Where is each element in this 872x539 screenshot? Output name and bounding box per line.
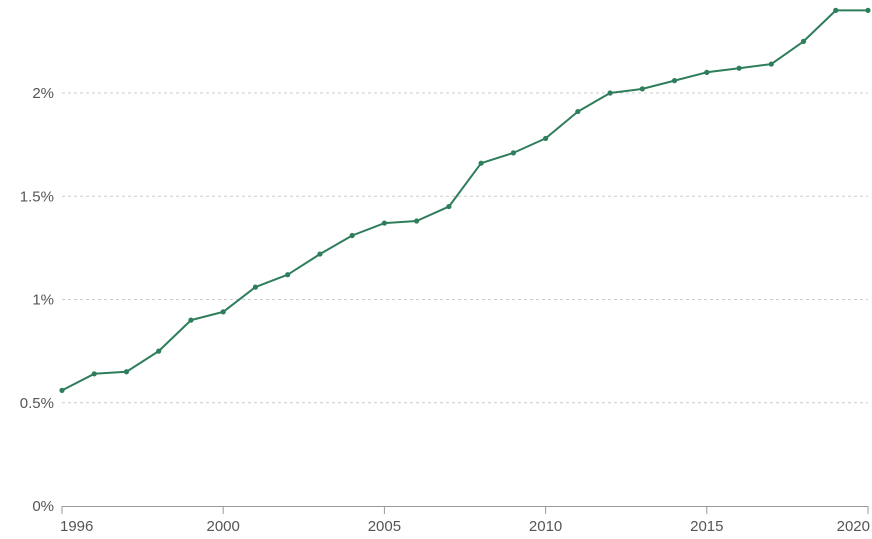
- x-tick-label: 2010: [529, 518, 562, 535]
- data-point: [671, 78, 678, 84]
- data-point: [478, 160, 484, 166]
- y-tick-label: 0.5%: [20, 395, 54, 412]
- data-point: [188, 317, 194, 323]
- y-tick-label: 1.5%: [20, 188, 54, 205]
- data-point: [736, 65, 742, 71]
- x-tick-label: 1996: [60, 518, 93, 535]
- x-tick-label: 2005: [368, 518, 401, 535]
- data-point: [91, 371, 97, 377]
- data-point: [575, 108, 581, 115]
- data-point: [414, 218, 420, 224]
- data-point: [543, 135, 549, 142]
- data-point: [865, 7, 871, 13]
- y-tick-label: 2%: [32, 85, 54, 102]
- data-point: [446, 203, 452, 210]
- data-point: [123, 369, 130, 375]
- grid-lines: [62, 92, 868, 404]
- data-point: [252, 284, 259, 290]
- data-point: [285, 272, 291, 278]
- data-point: [220, 309, 226, 315]
- data-point: [156, 348, 162, 354]
- x-tick-label: 2020: [837, 518, 870, 535]
- data-point: [349, 232, 355, 239]
- y-tick-label: 1%: [32, 292, 54, 309]
- x-axis-labels: 1996 2000 2005 2010 2015 2020: [60, 518, 870, 535]
- data-point: [510, 150, 516, 156]
- series-line: [61, 9, 868, 392]
- data-point: [317, 251, 323, 257]
- data-points: [59, 7, 871, 393]
- x-tick-label: 2015: [690, 518, 723, 535]
- data-point: [639, 86, 645, 92]
- x-tick-label: 2000: [207, 518, 240, 535]
- series-line-group: [61, 9, 868, 392]
- data-point: [768, 61, 774, 67]
- data-point: [381, 220, 387, 226]
- data-point: [800, 38, 807, 44]
- data-point: [59, 387, 65, 393]
- data-point: [833, 7, 839, 13]
- data-point: [607, 90, 613, 96]
- y-axis-labels: 0% 0.5% 1% 1.5% 2%: [20, 85, 54, 515]
- data-point: [704, 69, 710, 75]
- x-axis: [61, 506, 869, 514]
- y-tick-label: 0%: [32, 498, 54, 515]
